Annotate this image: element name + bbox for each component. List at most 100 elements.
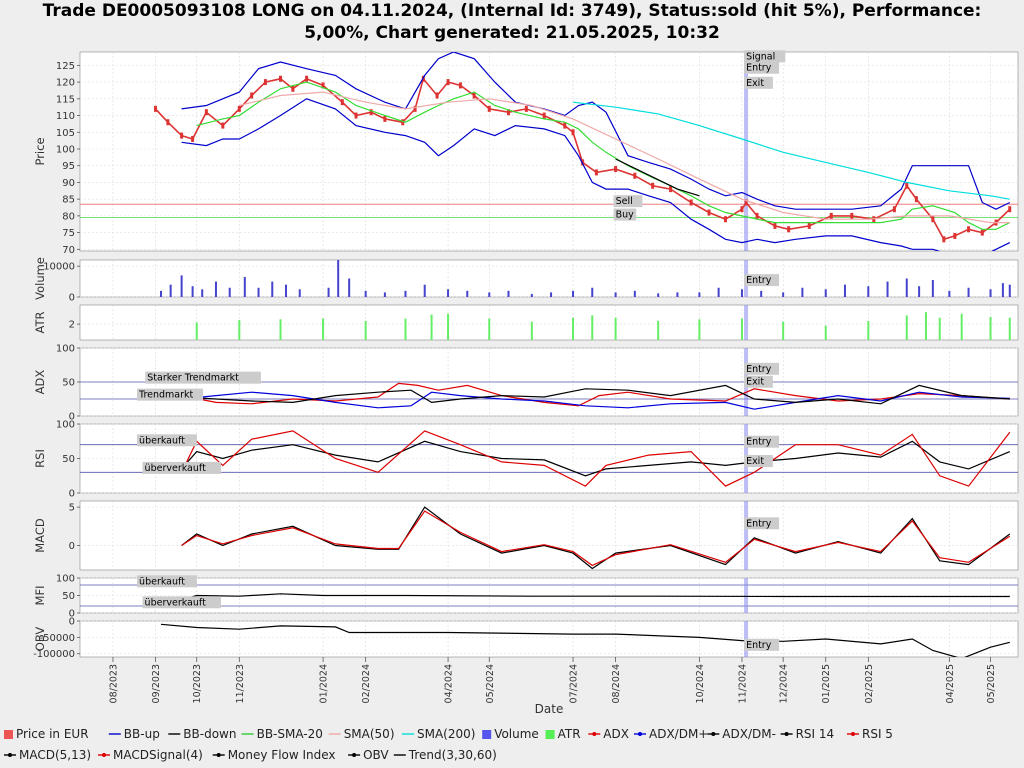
panel-volume-series-volume-bar bbox=[550, 292, 553, 297]
panel-volume-series-volume-bar bbox=[967, 287, 970, 297]
panel-adx-series-adx-dm--line bbox=[181, 384, 1010, 405]
panel-atr-series-atr-bar bbox=[905, 315, 908, 340]
panel-price-ytick-label: 100 bbox=[56, 144, 75, 155]
panel-price-series-price-in-eur-candle bbox=[446, 79, 450, 86]
panel-price-series-price-in-eur-candle bbox=[383, 115, 387, 122]
panel-volume-series-volume-bar bbox=[698, 292, 701, 297]
legend-item-adx: ADX bbox=[603, 727, 629, 741]
panel-mfi-label--berverkauft-bg bbox=[142, 596, 221, 609]
legend-item-sma-50-: SMA(50) bbox=[344, 727, 395, 741]
panel-volume-series-volume-bar bbox=[657, 293, 660, 297]
panel-obv bbox=[79, 620, 1019, 658]
panel-rsi-label--berverkauft-bg bbox=[142, 461, 221, 474]
legend-item-obv-swatch-dot bbox=[352, 753, 357, 757]
x-axis-tick-label: 04/2025 bbox=[945, 664, 956, 703]
panel-mfi-plot bbox=[80, 578, 1018, 613]
panel-atr-series-atr-bar bbox=[195, 322, 198, 340]
legend-item-obv: OBV bbox=[363, 748, 389, 762]
panel-volume-series-volume-bar bbox=[228, 287, 231, 297]
panel-atr-series-atr-bar bbox=[938, 317, 941, 340]
panel-volume-series-volume-bar bbox=[364, 290, 367, 297]
panel-price-label-buy-bg bbox=[613, 208, 637, 221]
x-axis-tick-label: 12/2024 bbox=[779, 664, 790, 703]
panel-price-series-price-in-eur-candle bbox=[263, 79, 267, 86]
panel-price-series-price-in-eur-candle bbox=[221, 122, 225, 129]
panel-atr-trade-marker bbox=[744, 305, 749, 340]
panel-price-series-price-in-eur-candle bbox=[755, 212, 759, 219]
panel-mfi-ytick-label: 0 bbox=[69, 609, 75, 620]
panel-atr-series-atr-bar bbox=[657, 320, 660, 340]
legend-item-price-in-eur-swatch bbox=[4, 730, 13, 739]
panel-volume-series-volume-bar bbox=[423, 284, 426, 297]
panel-rsi-label--berverkauft: überverkauft bbox=[145, 463, 207, 474]
panel-price-label-entry-bg bbox=[744, 61, 780, 74]
panel-adx-label-entry-bg bbox=[744, 362, 780, 375]
panel-obv-label-entry: Entry bbox=[746, 640, 772, 651]
panel-atr-series-atr-bar bbox=[698, 319, 701, 340]
panel-atr bbox=[79, 304, 1019, 341]
panel-volume-series-volume-bar bbox=[404, 290, 407, 297]
panel-rsi-label--berkauft: überkauft bbox=[139, 435, 185, 446]
panel-volume-series-volume-bar bbox=[905, 278, 908, 297]
panel-volume-series-volume-bar bbox=[488, 292, 491, 297]
panel-price-series-price-in-eur-candle bbox=[458, 82, 462, 89]
panel-macd bbox=[79, 500, 1019, 571]
panel-price-series-price-in-eur-candle bbox=[506, 109, 510, 116]
panel-atr-series-atr-bar bbox=[572, 317, 575, 340]
panel-price-label-entry: Entry bbox=[746, 63, 772, 74]
panel-volume-series-volume-bar bbox=[447, 289, 450, 297]
panel-price-label-signal: Signal bbox=[746, 51, 775, 62]
panel-atr-series-atr-bar bbox=[591, 315, 594, 340]
panel-price-label-exit-bg bbox=[744, 76, 773, 89]
panel-price-ytick-label: 90 bbox=[62, 178, 75, 189]
panel-adx-label-starker-trendmarkt: Starker Trendmarkt bbox=[147, 373, 239, 384]
chart-title: Trade DE0005093108 LONG on 04.11.2024, (… bbox=[0, 0, 1024, 44]
panel-volume-series-volume-bar bbox=[169, 284, 172, 297]
x-axis-tick-label: 01/2024 bbox=[319, 664, 330, 703]
x-axis-tick-label: 08/2023 bbox=[108, 664, 119, 703]
panel-price-series-price-in-eur-candle bbox=[651, 182, 655, 189]
panel-price-ytick-label: 95 bbox=[62, 161, 75, 172]
panel-adx-ytick-label: 100 bbox=[56, 344, 75, 355]
panel-price-series-price-in-eur-candle bbox=[563, 122, 567, 129]
panel-adx-label-exit-bg bbox=[744, 375, 773, 388]
panel-price-series-price-in-eur-candle bbox=[237, 105, 241, 112]
panel-macd-ytick-label: 5 bbox=[69, 503, 75, 514]
legend-item-rsi-14: RSI 14 bbox=[796, 727, 835, 741]
panel-atr-series-atr-bar bbox=[404, 318, 407, 340]
panel-macd-ylabel: MACD bbox=[33, 518, 47, 553]
panel-price-trade-marker bbox=[744, 52, 749, 251]
x-axis-tick-label: 05/2025 bbox=[986, 664, 997, 703]
panel-price-series-price-in-eur-candle bbox=[689, 199, 693, 206]
panel-obv-ytick-label: -100000 bbox=[33, 649, 75, 660]
legend-item-money-flow-index: Money Flow Index bbox=[228, 748, 336, 762]
panel-price-series-price-in-eur-candle bbox=[829, 212, 833, 219]
panel-volume-series-volume-bar bbox=[180, 275, 183, 297]
panel-macd-label-entry: Entry bbox=[746, 518, 772, 529]
panel-price-series-price-in-eur-candle bbox=[740, 206, 744, 213]
panel-price-series-price-in-eur-candle bbox=[614, 166, 618, 173]
panel-obv-ytick-label: -50000 bbox=[40, 633, 75, 644]
panel-atr-series-atr-bar bbox=[430, 314, 433, 340]
panel-price-label-sell: Sell bbox=[616, 196, 633, 207]
panel-adx-label-entry: Entry bbox=[746, 364, 772, 375]
panel-mfi-series-money-flow-index-line bbox=[160, 593, 1010, 607]
panel-price-series-price-in-eur-candle bbox=[581, 159, 585, 166]
legend-item-adx-dm-: ADX/DM- bbox=[722, 727, 776, 741]
panel-price-series-price-in-eur-candle bbox=[354, 112, 358, 119]
panel-price-series-bb-up-line bbox=[181, 52, 1011, 210]
panel-obv-label-entry-bg bbox=[744, 638, 780, 651]
panel-volume-series-volume-bar bbox=[824, 289, 827, 297]
panel-volume-series-volume-bar bbox=[160, 290, 163, 297]
panel-rsi-ylabel: RSI bbox=[33, 449, 47, 468]
panel-volume-series-volume-bar bbox=[633, 290, 636, 297]
panel-atr-series-atr-bar bbox=[867, 320, 870, 340]
panel-price-series-price-in-eur-line bbox=[154, 77, 1011, 241]
panel-adx-label-trendmarkt-bg bbox=[137, 388, 204, 401]
panel-volume-series-volume-bar bbox=[507, 290, 510, 297]
legend-item-macd-5-13-: MACD(5,13) bbox=[19, 748, 91, 762]
x-axis-tick-label: 01/2025 bbox=[821, 664, 832, 703]
x-axis-tick-label: 09/2023 bbox=[151, 664, 162, 703]
panel-rsi-series-rsi-14-line bbox=[181, 440, 1011, 477]
